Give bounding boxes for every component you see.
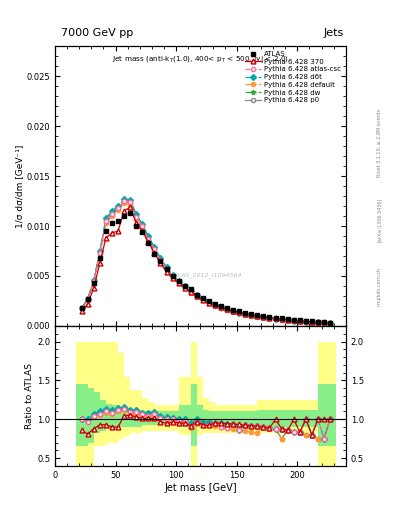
Text: ATLAS_2012_I1094564: ATLAS_2012_I1094564 bbox=[171, 273, 242, 279]
X-axis label: Jet mass [GeV]: Jet mass [GeV] bbox=[164, 482, 237, 493]
Legend: ATLAS, Pythia 6.428 370, Pythia 6.428 atlas-csc, Pythia 6.428 d6t, Pythia 6.428 : ATLAS, Pythia 6.428 370, Pythia 6.428 at… bbox=[244, 50, 342, 105]
Text: Rivet 3.1.10, ≥ 2.8M events: Rivet 3.1.10, ≥ 2.8M events bbox=[377, 109, 382, 178]
Text: mcplots.cern.ch: mcplots.cern.ch bbox=[377, 267, 382, 306]
Y-axis label: Ratio to ATLAS: Ratio to ATLAS bbox=[25, 363, 34, 429]
Text: Jet mass (anti-k$_\mathsf{T}$(1.0), 400< p$_\mathsf{T}$ < 500, |y| < 2.0): Jet mass (anti-k$_\mathsf{T}$(1.0), 400<… bbox=[112, 54, 289, 66]
Y-axis label: 1/σ dσ/dm [GeV⁻¹]: 1/σ dσ/dm [GeV⁻¹] bbox=[15, 144, 24, 228]
Text: 7000 GeV pp: 7000 GeV pp bbox=[61, 28, 133, 38]
Text: Jets: Jets bbox=[323, 28, 344, 38]
Text: [arXiv:1306.3436]: [arXiv:1306.3436] bbox=[377, 198, 382, 242]
